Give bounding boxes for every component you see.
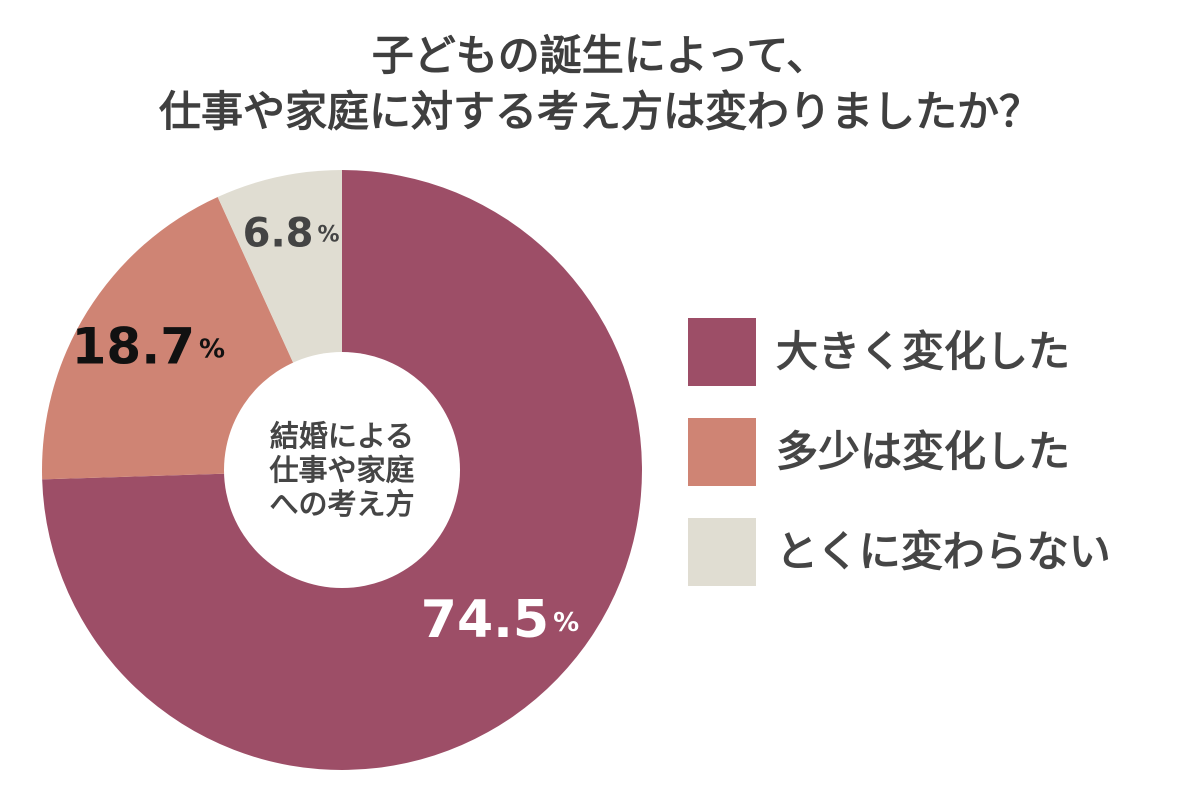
value-label-no-change: 6.8%: [243, 210, 340, 256]
value-label-large-change: 74.5%: [421, 590, 579, 650]
legend-swatch-no-change: [688, 518, 756, 586]
center-label-line-3: への考え方: [269, 487, 414, 521]
donut-hole: [224, 352, 460, 588]
legend-swatch-large-change: [688, 318, 756, 386]
legend-label-some-change: 多少は変化した: [776, 427, 1071, 476]
chart-title-line-2: 仕事や家庭に対する考え方は変わりましたか？: [158, 87, 1041, 136]
legend-label-large-change: 大きく変化した: [776, 327, 1071, 376]
legend-swatch-some-change: [688, 418, 756, 486]
legend-label-no-change: とくに変わらない: [776, 527, 1111, 576]
value-label-some-change: 18.7%: [72, 317, 225, 375]
center-label-line-2: 仕事や家庭: [268, 453, 414, 487]
chart-title-line-1: 子どもの誕生によって、: [371, 31, 829, 80]
center-label-line-1: 結婚による: [270, 419, 414, 453]
